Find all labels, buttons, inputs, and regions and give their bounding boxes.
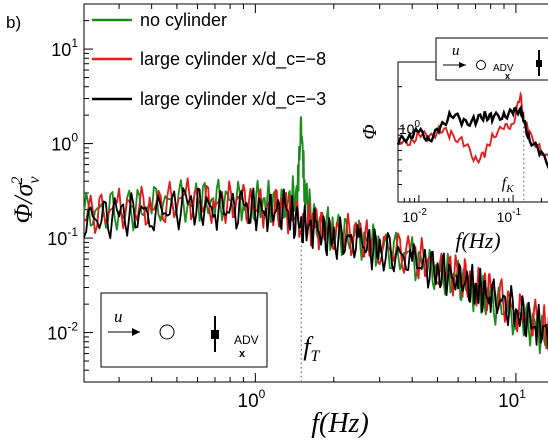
inset-y-tick-label-1: 100 (399, 119, 421, 137)
schematic-main: u ADV x (100, 292, 268, 368)
legend-label-large-cylinder-minus-3: large cylinder x/d_c=−3 (140, 89, 326, 110)
ft-marker-label: fT (303, 332, 320, 365)
schematic-main-arrow-head (132, 328, 140, 336)
x-axis-label: f(Hz) (311, 408, 369, 439)
schematic-main-box (100, 292, 268, 368)
schematic-inset: u ADV x (435, 37, 548, 81)
y-axis-label: Φ/σv2 (9, 176, 43, 224)
panel-label: b) (6, 13, 21, 32)
schematic-inset-probe-label: ADV (493, 63, 514, 74)
schematic-inset-cylinder (476, 60, 486, 70)
x-tick-label-1: 100 (238, 387, 266, 412)
fk-marker-label: fK (502, 175, 514, 195)
inset-x-tick-label-0.01: 10-2 (402, 207, 427, 225)
legend-label-large-cylinder-minus-8: large cylinder x/d_c=−8 (140, 49, 326, 70)
inset-x-axis-label: f(Hz) (455, 228, 500, 253)
main-ticks (84, 3, 517, 383)
schematic-inset-probe-body (536, 60, 542, 67)
inset-series-line-1 (396, 104, 548, 170)
y-tick-label-0.1: 10-1 (47, 225, 78, 249)
schematic-inset-flow-label: u (452, 43, 460, 59)
schematic-inset-box (435, 37, 548, 81)
inset-y-axis-label: Φ (359, 124, 381, 139)
legend: no cylinder large cylinder x/d_c=−8 larg… (92, 10, 326, 110)
schematic-main-flow-label: u (114, 307, 123, 326)
y-tick-label-0.01: 10-2 (47, 320, 78, 344)
main-series-group (83, 116, 548, 355)
legend-label-no-cylinder: no cylinder (140, 10, 227, 30)
x-tick-label-10: 101 (498, 387, 526, 412)
series-line-2 (83, 187, 548, 352)
schematic-main-cylinder (159, 324, 175, 340)
inset-ticks (397, 61, 542, 203)
schematic-inset-probe-marker: x (505, 71, 510, 81)
inset-x-tick-label-0.1: 10-1 (497, 207, 522, 225)
inset-series-group (396, 90, 548, 170)
y-tick-label-10: 101 (51, 36, 78, 60)
y-tick-label-1: 100 (51, 131, 78, 155)
schematic-main-probe-label: ADV (234, 333, 259, 347)
schematic-main-probe-body (211, 330, 219, 339)
schematic-inset-arrow-head (459, 62, 466, 68)
schematic-main-probe-marker: x (239, 348, 246, 360)
